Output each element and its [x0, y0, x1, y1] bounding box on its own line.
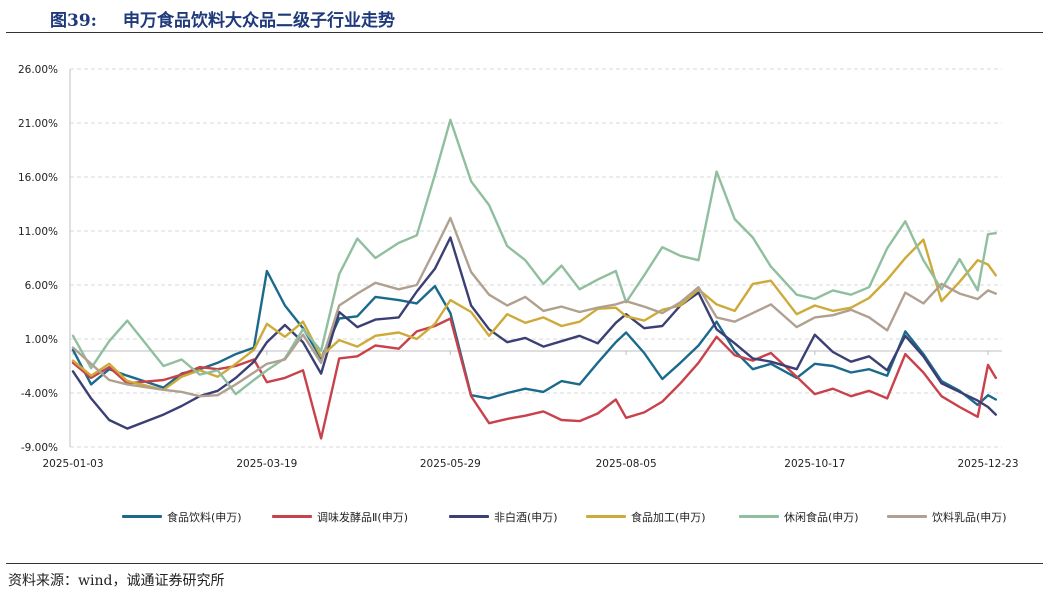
- legend-label: 饮料乳品(申万): [932, 511, 1007, 524]
- line-chart: -9.00% -4.00% 1.00% 6.00% 11.00% 16.00% 21.00%…: [18, 64, 1019, 470]
- y-tick-label: 16.00%: [18, 172, 58, 184]
- title-divider: [6, 32, 1043, 33]
- figure-title: 申万食品饮料大众品二级子行业走势: [123, 11, 395, 31]
- legend-swatch: [272, 515, 312, 518]
- figure-number: 图39:: [50, 11, 97, 31]
- legend-label: 休闲食品(申万): [784, 511, 859, 524]
- x-tick-label: 2025-12-23: [957, 458, 1018, 470]
- series-line-5: [71, 118, 997, 396]
- y-tick-label: -4.00%: [21, 388, 58, 400]
- source-note: 资料来源：wind，诚通证券研究所: [8, 573, 225, 589]
- legend-label: 调味发酵品Ⅱ(申万): [317, 511, 408, 524]
- y-tick-label: -9.00%: [21, 442, 58, 454]
- series-lines: [71, 118, 997, 440]
- x-tick-label: 2025-10-17: [784, 458, 845, 470]
- axes: -9.00% -4.00% 1.00% 6.00% 11.00% 16.00% 21.00%…: [18, 64, 1019, 470]
- x-tick-label: 2025-08-05: [596, 458, 657, 470]
- legend-label: 食品加工(申万): [631, 511, 706, 524]
- gridlines: [70, 68, 1002, 448]
- figure-title-bar: 图39: 申万食品饮料大众品二级子行业走势: [0, 0, 1049, 34]
- x-tick-label: 2025-05-29: [420, 458, 481, 470]
- legend-swatch: [122, 515, 162, 518]
- chart-legend: 食品饮料(申万) 调味发酵品Ⅱ(申万) 非白酒(申万) 食品加工(申万) 休闲食品(申万…: [0, 508, 1049, 526]
- series-line-2: [71, 317, 997, 440]
- y-tick-label: 26.00%: [18, 64, 58, 76]
- y-tick-label: 21.00%: [18, 118, 58, 130]
- legend-label: 非白酒(申万): [494, 511, 558, 524]
- legend-swatch: [586, 515, 626, 518]
- legend-swatch: [887, 515, 927, 518]
- x-tick-label: 2025-03-19: [236, 458, 297, 470]
- legend-swatch: [449, 515, 489, 518]
- x-tick-label: 2025-01-03: [42, 458, 103, 470]
- series-line-6: [71, 216, 997, 398]
- y-tick-label: 1.00%: [25, 334, 58, 346]
- series-line-1: [71, 269, 997, 407]
- y-tick-label: 6.00%: [25, 280, 58, 292]
- legend-label: 食品饮料(申万): [167, 511, 242, 524]
- y-tick-label: 11.00%: [18, 226, 58, 238]
- series-line-4: [71, 238, 997, 391]
- legend-swatch: [739, 515, 779, 518]
- source-divider: [6, 563, 1043, 564]
- series-line-3: [71, 236, 997, 430]
